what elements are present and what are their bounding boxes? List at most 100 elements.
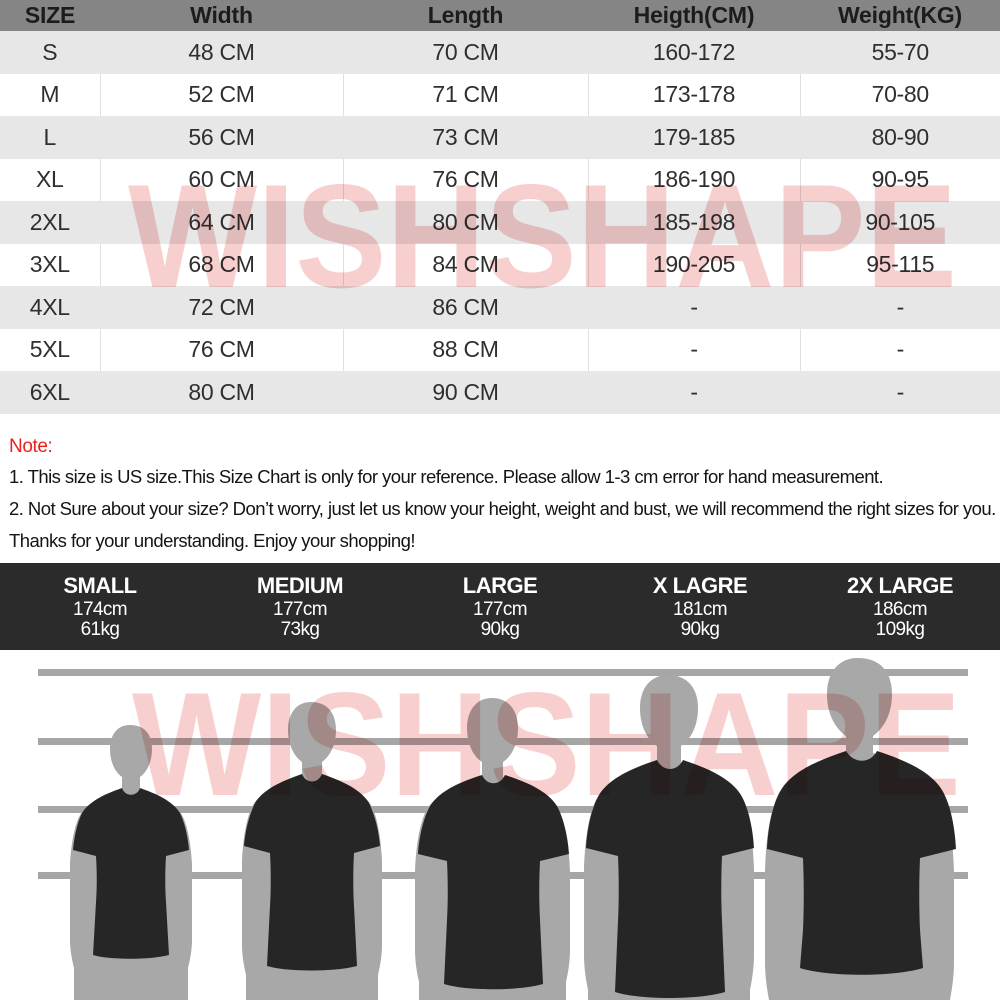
model-label: SMALL (63, 572, 137, 598)
model-figure-xlarge (584, 675, 754, 1000)
note-title: Note: (9, 436, 53, 457)
cell-size: 2XL (0, 201, 100, 244)
model-label: X LAGRE (652, 572, 748, 598)
figure-tshirt (244, 774, 380, 971)
table-row: 2XL 64 CM 80 CM 185-198 90-105 (0, 201, 1000, 244)
cell-weight: 80-90 (799, 116, 1000, 159)
figure-tshirt (73, 788, 189, 959)
note-line-3: Thanks for your understanding. Enjoy you… (9, 530, 415, 551)
table-row: 3XL 68 CM 84 CM 190-205 95-115 (0, 243, 1000, 286)
table-row: S 48 CM 70 CM 160-172 55-70 (0, 31, 1000, 74)
cell-weight: - (799, 328, 1000, 371)
table-row: L 56 CM 73 CM 179-185 80-90 (0, 116, 1000, 159)
size-chart-table: SIZE Width Length Heigth(CM) Weight(KG) … (0, 0, 1000, 414)
cell-width: 52 CM (99, 73, 343, 116)
note-line-2: 2. Not Sure about your size? Don’t worry… (9, 498, 996, 519)
height-rule-line (38, 669, 968, 676)
figure-tshirt (767, 751, 956, 975)
column-header-height: Heigth(CM) (588, 0, 800, 31)
cell-width: 48 CM (99, 31, 343, 74)
model-height: 174cm (72, 598, 128, 620)
model-figure-large (415, 698, 570, 1000)
cell-height: - (587, 286, 800, 329)
cell-size: 3XL (0, 243, 100, 286)
model-weight: 90kg (680, 618, 720, 640)
cell-length: 73 CM (342, 116, 588, 159)
column-header-weight: Weight(KG) (800, 0, 1000, 31)
cell-height: 179-185 (587, 116, 800, 159)
model-figure-2xlarge (765, 658, 956, 1000)
cell-width: 68 CM (99, 243, 343, 286)
model-height: 181cm (672, 598, 728, 620)
cell-size: XL (0, 158, 100, 201)
cell-weight: 90-95 (799, 158, 1000, 201)
cell-height: - (587, 328, 800, 371)
table-row: M 52 CM 71 CM 173-178 70-80 (0, 73, 1000, 116)
cell-length: 76 CM (342, 158, 588, 201)
cell-length: 90 CM (342, 371, 588, 414)
cell-width: 64 CM (99, 201, 343, 244)
figure-tshirt (586, 760, 754, 998)
cell-height: 173-178 (587, 73, 800, 116)
note-section: Note: 1. This size is US size.This Size … (0, 428, 1000, 563)
cell-length: 84 CM (342, 243, 588, 286)
cell-weight: 95-115 (799, 243, 1000, 286)
column-header-length: Length (343, 0, 588, 31)
cell-weight: - (799, 286, 1000, 329)
cell-width: 72 CM (99, 286, 343, 329)
column-header-size: SIZE (0, 0, 100, 31)
cell-length: 71 CM (342, 73, 588, 116)
cell-weight: - (799, 371, 1000, 414)
table-row: 5XL 76 CM 88 CM - - (0, 328, 1000, 371)
model-weight: 90kg (480, 618, 520, 640)
cell-width: 80 CM (99, 371, 343, 414)
model-figure-medium (242, 702, 382, 1000)
cell-size: S (0, 31, 100, 74)
note-line-1: 1. This size is US size.This Size Chart … (9, 466, 884, 487)
cell-height: 160-172 (587, 31, 800, 74)
model-height: 177cm (472, 598, 528, 620)
table-row: 6XL 80 CM 90 CM - - (0, 371, 1000, 414)
model-label: 2X LARGE (846, 572, 954, 598)
cell-height: 186-190 (587, 158, 800, 201)
table-row: XL 60 CM 76 CM 186-190 90-95 (0, 158, 1000, 201)
table-header-row: SIZE Width Length Heigth(CM) Weight(KG) (0, 0, 1000, 31)
cell-height: 185-198 (587, 201, 800, 244)
model-weight: 73kg (280, 618, 320, 640)
model-silhouettes (70, 658, 956, 1000)
cell-size: 4XL (0, 286, 100, 329)
cell-length: 88 CM (342, 328, 588, 371)
model-band-cell-small: SMALL 174cm 61kg (0, 563, 200, 650)
model-band-cell-xlarge: X LAGRE 181cm 90kg (600, 563, 800, 650)
cell-height: - (587, 371, 800, 414)
model-height: 177cm (272, 598, 328, 620)
cell-weight: 70-80 (799, 73, 1000, 116)
cell-weight: 90-105 (799, 201, 1000, 244)
model-figure-small (70, 725, 192, 1000)
figure-tshirt (418, 775, 569, 990)
cell-length: 70 CM (342, 31, 588, 74)
model-height: 186cm (872, 598, 928, 620)
cell-length: 80 CM (342, 201, 588, 244)
model-weight: 109kg (875, 618, 925, 640)
cell-height: 190-205 (587, 243, 800, 286)
model-band-cell-large: LARGE 177cm 90kg (400, 563, 600, 650)
model-label: LARGE (462, 572, 538, 598)
cell-width: 56 CM (99, 116, 343, 159)
table-row: 4XL 72 CM 86 CM - - (0, 286, 1000, 329)
cell-size: L (0, 116, 100, 159)
cell-size: M (0, 73, 100, 116)
cell-length: 86 CM (342, 286, 588, 329)
cell-width: 60 CM (99, 158, 343, 201)
cell-width: 76 CM (99, 328, 343, 371)
cell-size: 6XL (0, 371, 100, 414)
model-label: MEDIUM (256, 572, 344, 598)
model-band-cell-medium: MEDIUM 177cm 73kg (200, 563, 400, 650)
column-header-width: Width (100, 0, 343, 31)
cell-size: 5XL (0, 328, 100, 371)
cell-weight: 55-70 (799, 31, 1000, 74)
model-weight: 61kg (80, 618, 120, 640)
model-photo-area: WISHSHAPE (0, 650, 1000, 1000)
model-band-cell-2xlarge: 2X LARGE 186cm 109kg (800, 563, 1000, 650)
